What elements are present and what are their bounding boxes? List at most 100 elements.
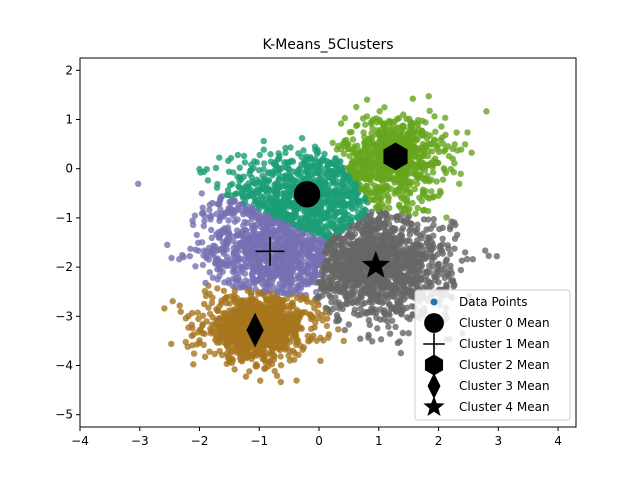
data-point-cluster2 — [428, 188, 435, 195]
data-point-cluster2 — [397, 134, 404, 141]
data-point-cluster0 — [276, 213, 284, 220]
data-point-cluster2 — [385, 170, 392, 177]
data-point-cluster3 — [220, 287, 228, 294]
data-point-cluster1 — [226, 198, 233, 206]
data-point-cluster2 — [366, 135, 373, 143]
data-point-cluster4 — [434, 267, 442, 275]
data-point-cluster4 — [362, 231, 370, 238]
data-point-cluster4 — [357, 335, 364, 342]
data-point-cluster0 — [280, 207, 287, 215]
data-point-cluster4 — [332, 294, 339, 301]
data-point-cluster0 — [337, 192, 344, 199]
data-point-cluster0 — [304, 222, 311, 230]
data-point-cluster1 — [291, 233, 298, 240]
data-point-cluster1 — [229, 282, 236, 289]
data-point-cluster4 — [399, 306, 407, 314]
data-point-cluster4 — [380, 308, 387, 316]
data-point-cluster3 — [265, 306, 272, 313]
data-point-cluster4 — [493, 252, 501, 260]
data-point-cluster4 — [331, 256, 338, 263]
data-point-cluster0 — [330, 189, 338, 197]
data-point-cluster4 — [366, 309, 373, 316]
data-point-cluster1 — [315, 271, 323, 279]
data-point-cluster4 — [367, 224, 375, 231]
data-point-cluster1 — [222, 243, 229, 250]
data-point-cluster4 — [390, 304, 398, 311]
data-point-cluster1 — [193, 231, 200, 239]
data-point-cluster1 — [225, 217, 232, 224]
data-point-cluster3 — [274, 338, 281, 346]
data-point-cluster2 — [443, 214, 450, 221]
data-point-cluster2 — [337, 145, 345, 153]
data-point-cluster4 — [369, 289, 377, 296]
data-point-cluster1 — [280, 269, 288, 276]
data-point-cluster2 — [356, 173, 364, 181]
data-point-cluster3 — [244, 287, 251, 294]
data-point-cluster3 — [271, 367, 278, 375]
data-point-cluster4 — [412, 271, 419, 278]
data-point-cluster3 — [252, 345, 259, 353]
data-point-cluster2 — [434, 142, 441, 149]
data-point-cluster2 — [426, 107, 433, 115]
data-point-cluster1 — [278, 219, 286, 226]
data-point-cluster0 — [216, 154, 223, 161]
data-point-cluster1 — [234, 227, 241, 234]
data-point-cluster4 — [398, 227, 405, 234]
data-point-cluster1 — [199, 261, 207, 269]
data-point-cluster4 — [406, 315, 413, 323]
data-point-cluster4 — [367, 215, 374, 222]
data-point-cluster4 — [390, 244, 398, 251]
data-point-cluster0 — [314, 148, 322, 156]
data-point-cluster2 — [399, 173, 406, 180]
data-point-cluster4 — [387, 237, 395, 244]
data-point-cluster0 — [249, 178, 257, 186]
data-point-cluster0 — [244, 183, 252, 191]
data-point-cluster2 — [449, 155, 456, 162]
data-point-cluster2 — [368, 130, 375, 137]
data-point-cluster1 — [198, 190, 205, 197]
data-point-cluster3 — [238, 347, 245, 354]
data-point-cluster4 — [443, 282, 450, 290]
legend-marker-cluster3 — [427, 373, 441, 399]
data-point-cluster1 — [222, 226, 229, 234]
data-point-cluster1 — [301, 267, 308, 274]
data-point-cluster4 — [358, 263, 365, 270]
data-point-cluster1 — [247, 253, 254, 261]
data-point-cluster4 — [442, 258, 450, 265]
data-point-cluster1 — [219, 261, 227, 269]
data-point-cluster3 — [226, 307, 233, 314]
data-point-cluster3 — [218, 351, 226, 359]
x-axis: −4 −3 −2 −1 0 1 2 3 4 — [71, 427, 562, 448]
data-point-cluster4 — [348, 247, 355, 255]
data-point-cluster1 — [235, 256, 242, 264]
data-point-cluster4 — [344, 300, 351, 308]
data-point-cluster0 — [282, 149, 289, 157]
data-point-cluster2 — [388, 126, 396, 133]
data-point-cluster3 — [295, 325, 302, 332]
data-point-cluster2 — [399, 122, 406, 129]
data-point-cluster3 — [239, 354, 246, 362]
data-point-cluster3 — [219, 310, 227, 317]
data-point-cluster1 — [199, 204, 206, 211]
data-point-cluster1 — [215, 258, 222, 265]
data-point-cluster3 — [201, 353, 209, 360]
data-point-cluster1 — [256, 262, 264, 269]
data-point-cluster4 — [399, 329, 407, 337]
data-point-cluster2 — [483, 108, 490, 115]
x-tick-label: 2 — [435, 434, 443, 448]
data-point-cluster3 — [199, 321, 206, 328]
data-point-cluster3 — [335, 326, 342, 333]
data-point-cluster0 — [320, 199, 328, 206]
data-point-cluster1 — [164, 241, 171, 248]
data-point-cluster0 — [224, 187, 232, 194]
data-point-cluster3 — [225, 329, 232, 337]
data-point-cluster1 — [263, 282, 270, 289]
data-point-cluster2 — [461, 141, 469, 148]
data-point-cluster0 — [287, 183, 294, 190]
data-point-cluster1 — [274, 254, 282, 261]
data-point-cluster2 — [354, 121, 361, 129]
data-point-cluster4 — [366, 321, 373, 329]
data-point-cluster3 — [190, 331, 197, 338]
data-point-cluster1 — [256, 234, 264, 241]
data-point-cluster2 — [442, 169, 450, 177]
